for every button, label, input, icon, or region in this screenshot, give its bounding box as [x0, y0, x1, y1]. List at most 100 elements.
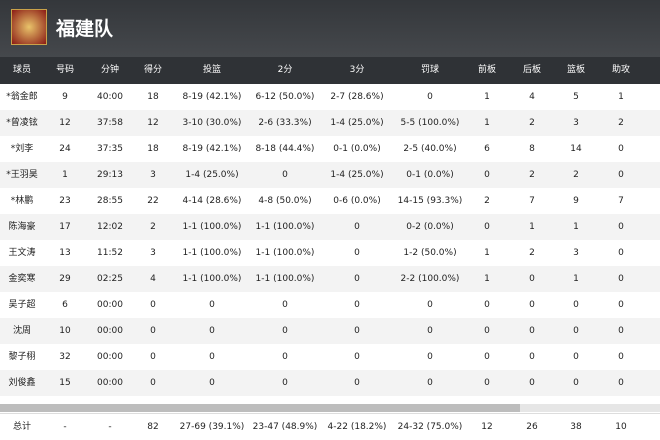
- table-cell: 0: [484, 352, 490, 362]
- table-cell: 1-1 (100.0%): [255, 274, 315, 284]
- column-header: 号码: [55, 65, 74, 75]
- table-row: [0, 188, 660, 214]
- table-cell: 1-1 (100.0%): [182, 274, 242, 284]
- column-header: 罚球: [420, 65, 439, 75]
- table-cell: 0: [427, 300, 433, 310]
- totals-cell: 10: [615, 422, 627, 432]
- table-cell: 2: [150, 222, 156, 232]
- table-cell: 沈周: [12, 326, 31, 336]
- totals-cell: 总计: [12, 422, 31, 432]
- table-cell: 5-5 (100.0%): [400, 118, 460, 128]
- table-cell: 24: [59, 144, 71, 154]
- table-cell: 1: [484, 118, 490, 128]
- table-cell: 0: [484, 170, 490, 180]
- table-cell: 0-1 (0.0%): [333, 144, 381, 154]
- table-row: [0, 214, 660, 240]
- table-cell: 11:52: [97, 248, 123, 258]
- table-cell: 2: [529, 118, 535, 128]
- table-cell: 0: [427, 92, 433, 102]
- table-cell: 37:35: [97, 144, 123, 154]
- table-cell: 7: [618, 196, 624, 206]
- table-cell: 00:00: [97, 300, 123, 310]
- table-cell: 0: [618, 144, 624, 154]
- table-cell: 3-10 (30.0%): [182, 118, 242, 128]
- table-row: [0, 344, 660, 370]
- table-cell: 14: [570, 144, 582, 154]
- table-cell: 17: [59, 222, 71, 232]
- table-cell: 0: [354, 222, 360, 232]
- table-cell: 0: [282, 170, 288, 180]
- table-cell: 金奕寒: [8, 274, 36, 284]
- table-cell: 1: [62, 170, 68, 180]
- table-header: [0, 57, 660, 84]
- table-cell: 1: [573, 222, 579, 232]
- table-cell: 0: [618, 352, 624, 362]
- table-cell: 0: [573, 300, 579, 310]
- table-cell: 0: [209, 378, 215, 388]
- table-cell: 0: [150, 300, 156, 310]
- table-cell: 15: [59, 378, 71, 388]
- table-cell: *王羽昊: [6, 170, 38, 180]
- table-cell: 吴子超: [8, 300, 36, 310]
- top-bar: 福建队: [0, 0, 660, 57]
- table-cell: 2-7 (28.6%): [330, 92, 384, 102]
- column-header: 助攻: [611, 65, 630, 75]
- totals-cell: -: [63, 422, 67, 432]
- table-cell: 8-18 (44.4%): [255, 144, 315, 154]
- table-cell: 0: [209, 326, 215, 336]
- column-header: 3分: [349, 65, 365, 75]
- table-cell: 8: [529, 144, 535, 154]
- table-row: [0, 240, 660, 266]
- table-cell: 3: [573, 248, 579, 258]
- scroll-thumb[interactable]: [0, 404, 520, 412]
- table-cell: 1: [573, 274, 579, 284]
- table-cell: 6: [484, 144, 490, 154]
- table-cell: 12: [59, 118, 71, 128]
- table-cell: 0: [529, 274, 535, 284]
- table-cell: 刘俊鑫: [8, 378, 36, 388]
- table-cell: 0: [484, 222, 490, 232]
- table-cell: 2-2 (100.0%): [400, 274, 460, 284]
- table-cell: 0: [484, 326, 490, 336]
- table-cell: 0: [282, 326, 288, 336]
- table-cell: 0: [618, 378, 624, 388]
- table-cell: 37:58: [97, 118, 123, 128]
- table-cell: 1-1 (100.0%): [255, 248, 315, 258]
- table-cell: 0: [618, 326, 624, 336]
- totals-cell: 82: [147, 422, 159, 432]
- column-header: 后板: [522, 65, 541, 75]
- table-cell: 12: [147, 118, 159, 128]
- table-cell: *曾凌铉: [6, 118, 38, 128]
- totals-cell: 23-47 (48.9%): [252, 422, 318, 432]
- table-cell: 0: [354, 378, 360, 388]
- table-cell: 1-4 (25.0%): [330, 170, 384, 180]
- table-cell: 1: [484, 274, 490, 284]
- table-cell: 0: [209, 300, 215, 310]
- table-cell: 0: [354, 300, 360, 310]
- table-cell: 1: [529, 222, 535, 232]
- table-row: [0, 84, 660, 110]
- scrollbar[interactable]: [0, 404, 660, 412]
- table-cell: *翁金郎: [6, 92, 38, 102]
- table-cell: 1-1 (100.0%): [182, 248, 242, 258]
- totals-cell: 38: [570, 422, 582, 432]
- column-header: 篮板: [566, 65, 585, 75]
- table-cell: 0: [354, 352, 360, 362]
- table-cell: 0: [618, 274, 624, 284]
- table-cell: 0-6 (0.0%): [333, 196, 381, 206]
- table-cell: 0: [282, 352, 288, 362]
- table-cell: 00:00: [97, 352, 123, 362]
- table-cell: 0: [529, 300, 535, 310]
- table-cell: 0: [618, 222, 624, 232]
- table-cell: 5: [573, 92, 579, 102]
- table-cell: 6: [62, 300, 68, 310]
- totals-cell: 27-69 (39.1%): [179, 422, 245, 432]
- table-cell: 0: [618, 248, 624, 258]
- table-cell: 4-8 (50.0%): [258, 196, 312, 206]
- table-cell: 4: [150, 274, 156, 284]
- table-cell: 00:00: [97, 326, 123, 336]
- table-cell: 0: [573, 326, 579, 336]
- table-cell: 2: [529, 170, 535, 180]
- table-cell: 0-2 (0.0%): [406, 222, 454, 232]
